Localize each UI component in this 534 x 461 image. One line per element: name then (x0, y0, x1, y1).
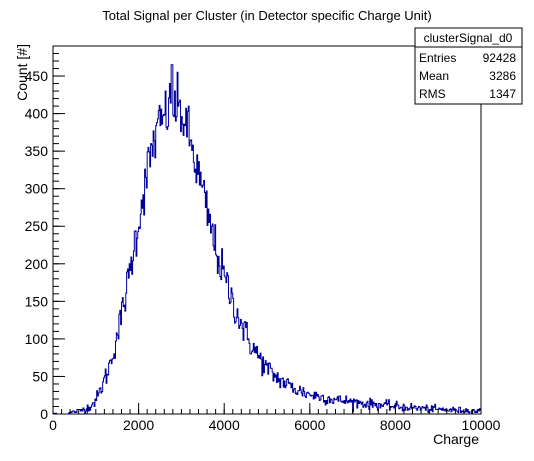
y-tick-label: 0 (40, 406, 48, 422)
y-tick-label: 150 (25, 293, 49, 309)
histogram-line (53, 64, 481, 415)
stats-mean-label: Mean (419, 69, 449, 83)
stats-rms-value: 1347 (489, 87, 516, 101)
x-tick-label: 6000 (294, 417, 325, 433)
stats-entries-label: Entries (419, 51, 456, 65)
stats-box-title: clusterSignal_d0 (424, 31, 513, 45)
y-tick-label: 400 (25, 106, 49, 122)
y-axis-label: Count [#] (14, 44, 30, 101)
stats-box: clusterSignal_d0 Entries 92428 Mean 3286… (414, 27, 523, 105)
y-tick-label: 200 (25, 256, 49, 272)
chart-title: Total Signal per Cluster (in Detector sp… (102, 8, 431, 23)
y-tick-label: 250 (25, 218, 49, 234)
stats-mean-value: 3286 (489, 69, 516, 83)
x-tick-label: 0 (49, 417, 57, 433)
y-tick-label: 100 (25, 331, 49, 347)
y-axis: 0 50 100 150 200 250 300 350 400 450 (25, 45, 65, 422)
x-tick-label: 2000 (123, 417, 154, 433)
stats-rms-label: RMS (419, 87, 446, 101)
x-axis: 0 2000 4000 6000 8000 10000 (49, 403, 501, 433)
x-tick-label: 8000 (380, 417, 411, 433)
y-tick-label: 50 (32, 368, 48, 384)
y-tick-label: 350 (25, 143, 49, 159)
histogram-series (53, 64, 481, 415)
y-tick-label: 450 (25, 68, 49, 84)
x-tick-label: 10000 (462, 417, 501, 433)
x-axis-label: Charge (433, 431, 479, 447)
stats-entries-value: 92428 (483, 51, 517, 65)
x-tick-label: 4000 (209, 417, 240, 433)
y-tick-label: 300 (25, 181, 49, 197)
